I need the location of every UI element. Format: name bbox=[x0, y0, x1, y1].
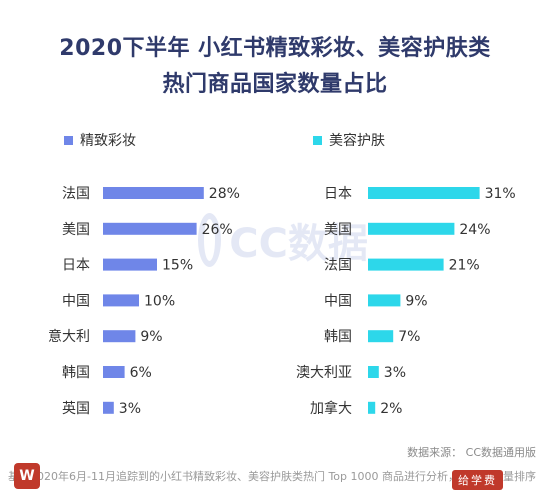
value-label: 9% bbox=[140, 329, 162, 345]
bar bbox=[103, 330, 136, 343]
category-label: 日本 bbox=[324, 186, 352, 202]
category-label: 日本 bbox=[62, 258, 90, 274]
category-label: 澳大利亚 bbox=[296, 365, 352, 381]
brand-logo-icon: W bbox=[14, 463, 40, 489]
bar bbox=[368, 258, 444, 271]
brand-badge: 给学费 bbox=[452, 470, 503, 490]
bar bbox=[103, 294, 139, 307]
category-label: 美国 bbox=[62, 222, 90, 238]
value-label: 3% bbox=[119, 401, 141, 417]
legend-swatch-1 bbox=[64, 136, 73, 145]
chart-title-line1: 2020下半年 小红书精致彩妆、美容护肤类 bbox=[59, 36, 491, 61]
category-label: 法国 bbox=[324, 258, 352, 274]
bar bbox=[368, 330, 394, 343]
source-text: 数据来源： CC数据通用版 bbox=[407, 446, 536, 459]
value-label: 6% bbox=[130, 365, 152, 381]
category-label: 加拿大 bbox=[310, 400, 352, 417]
bar bbox=[368, 366, 379, 378]
bar bbox=[368, 222, 455, 235]
value-label: 28% bbox=[209, 186, 240, 202]
bar bbox=[368, 401, 376, 414]
footnote-text: 基于2020年6月-11月追踪到的小红书精致彩妆、美容护肤类热门 Top 100… bbox=[8, 470, 537, 483]
bar bbox=[103, 187, 204, 199]
value-label: 26% bbox=[202, 222, 233, 238]
category-label: 韩国 bbox=[324, 329, 352, 345]
value-label: 15% bbox=[162, 258, 193, 274]
bar bbox=[103, 366, 125, 378]
legend-label-1: 精致彩妆 bbox=[80, 133, 136, 149]
legend-swatch-2 bbox=[313, 136, 322, 145]
bar bbox=[368, 187, 480, 199]
value-label: 24% bbox=[459, 222, 490, 238]
value-label: 10% bbox=[144, 293, 175, 309]
bar bbox=[103, 222, 197, 235]
bar bbox=[368, 294, 401, 307]
value-label: 2% bbox=[380, 401, 402, 417]
category-label: 中国 bbox=[324, 293, 352, 309]
value-label: 21% bbox=[449, 258, 480, 274]
category-label: 美国 bbox=[324, 222, 352, 238]
value-label: 3% bbox=[384, 365, 406, 381]
chart-title-line2: 热门商品国家数量占比 bbox=[162, 72, 388, 97]
legend-label-2: 美容护肤 bbox=[329, 132, 385, 149]
category-label: 法国 bbox=[62, 186, 90, 202]
value-label: 9% bbox=[405, 293, 427, 309]
value-label: 7% bbox=[398, 329, 420, 345]
category-label: 中国 bbox=[62, 293, 90, 309]
value-label: 31% bbox=[485, 186, 516, 202]
category-label: 英国 bbox=[62, 400, 90, 417]
bar bbox=[103, 401, 114, 414]
bar bbox=[103, 258, 157, 271]
category-label: 意大利 bbox=[48, 328, 90, 345]
category-label: 韩国 bbox=[62, 365, 90, 381]
